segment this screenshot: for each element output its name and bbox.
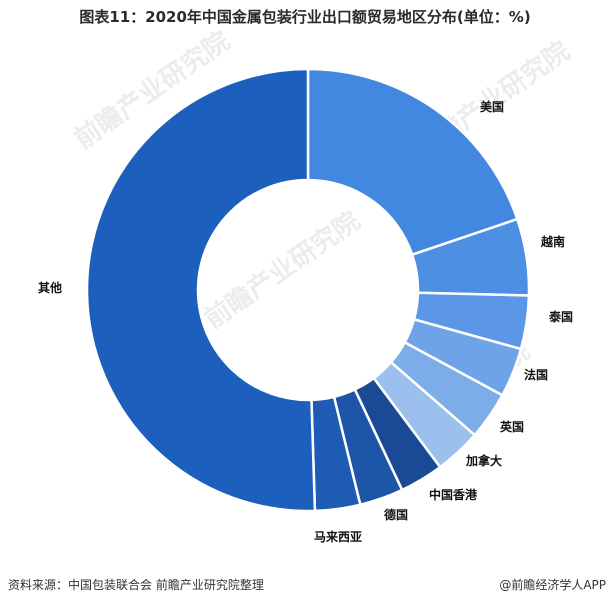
- slice-label: 中国香港: [429, 488, 478, 502]
- slice-label: 德国: [384, 508, 409, 522]
- slice-label: 加拿大: [466, 454, 503, 468]
- slice-label: 马来西亚: [314, 530, 363, 544]
- credit-note: @前瞻经济学人APP: [499, 578, 606, 592]
- slice-label: 美国: [480, 100, 505, 114]
- slice-其他: [85, 67, 317, 513]
- chart-title: 图表11：2020年中国金属包装行业出口额贸易地区分布(单位：%): [79, 8, 531, 26]
- slice-label: 泰国: [549, 310, 574, 324]
- slice-label: 英国: [500, 420, 525, 434]
- source-note: 资料来源：中国包装联合会 前瞻产业研究院整理: [8, 578, 264, 592]
- slice-label: 其他: [38, 281, 63, 295]
- slice-美国: [306, 67, 519, 257]
- slice-label: 越南: [541, 235, 566, 249]
- slice-label: 法国: [524, 368, 549, 382]
